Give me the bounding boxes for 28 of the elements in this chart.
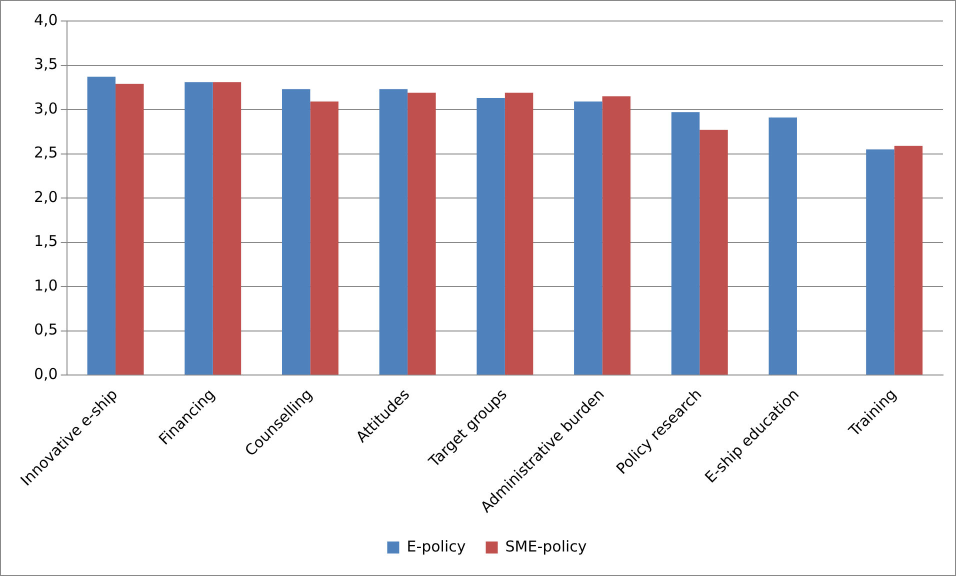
bar <box>894 146 923 375</box>
bar <box>602 96 631 375</box>
bar <box>700 130 728 375</box>
bar <box>574 102 602 375</box>
y-tick-label: 3,5 <box>34 55 58 74</box>
y-tick-label: 1,5 <box>34 232 58 250</box>
y-tick-label: 3,0 <box>34 99 58 118</box>
legend-label: E-policy <box>406 537 466 556</box>
bar <box>671 112 700 375</box>
bar <box>476 98 505 375</box>
legend-label: SME-policy <box>505 537 587 556</box>
y-tick-label: 0,5 <box>34 320 58 339</box>
bar <box>212 82 242 375</box>
y-tick-label: 2,5 <box>34 144 58 162</box>
y-tick-label: 1,0 <box>34 276 58 294</box>
y-tick-label: 4,0 <box>34 10 58 29</box>
bar <box>379 89 408 375</box>
bar <box>184 82 213 375</box>
bar <box>408 92 436 375</box>
bar <box>310 102 338 375</box>
bar <box>504 92 534 375</box>
y-tick-label: 2,0 <box>34 188 58 206</box>
bar <box>768 117 797 375</box>
bar <box>282 89 310 375</box>
bar <box>866 149 894 375</box>
bar <box>116 84 144 375</box>
y-tick-label: 0,0 <box>34 364 58 383</box>
bar <box>87 76 116 375</box>
